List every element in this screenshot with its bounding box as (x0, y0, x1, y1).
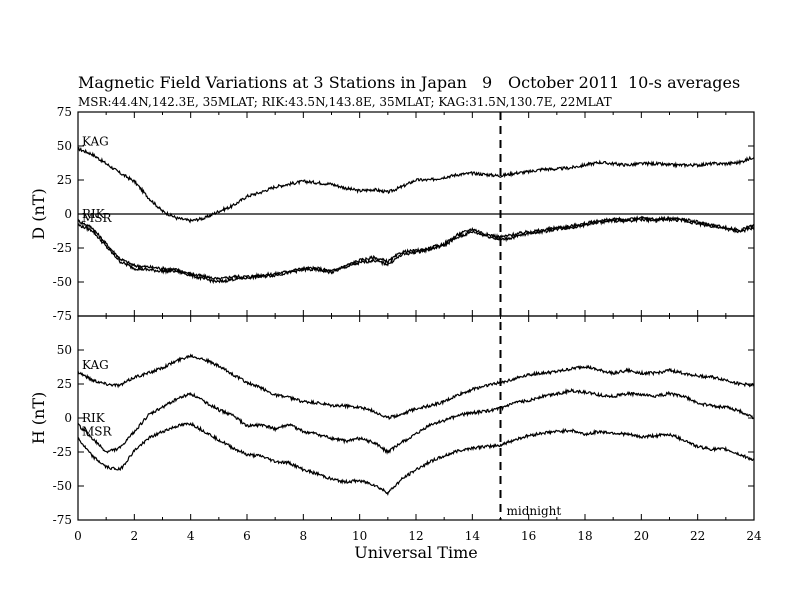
x-axis-label: Universal Time (354, 543, 477, 562)
bottom-series-rik (77, 387, 755, 455)
top-series-label-rik: RIK (82, 207, 106, 221)
bottom-y-tick-label: -50 (53, 479, 72, 493)
top-y-tick-label: -25 (53, 241, 72, 255)
x-tick-label: 16 (521, 529, 536, 543)
x-tick-label: 8 (300, 529, 308, 543)
top-y-tick-label: -75 (53, 309, 72, 323)
top-y-tick-label: 0 (64, 207, 72, 221)
bottom-y-tick-label: -25 (53, 445, 72, 459)
x-tick-label: 2 (131, 529, 139, 543)
x-tick-label: 6 (243, 529, 251, 543)
top-y-tick-label: -50 (53, 275, 72, 289)
bottom-series-label-kag: KAG (82, 358, 109, 372)
top-y-tick-label: 50 (57, 139, 72, 153)
top-series-msr (77, 216, 755, 285)
midnight-label: midnight (507, 504, 562, 518)
top-y-tick-label: 75 (57, 105, 72, 119)
figure-title: Magnetic Field Variations at 3 Stations … (78, 73, 467, 92)
bottom-panel-frame (77, 315, 755, 521)
bottom-y-tick-label: 0 (64, 411, 72, 425)
x-tick-label: 12 (408, 529, 423, 543)
x-tick-label: 22 (690, 529, 705, 543)
top-series-label-kag: KAG (82, 135, 109, 149)
top-y-tick-label: 25 (57, 173, 72, 187)
bottom-series-kag (77, 353, 755, 421)
x-tick-label: 10 (352, 529, 367, 543)
top-series-label-msr: MSR (82, 211, 113, 225)
figure-date-day: 9 (482, 73, 492, 92)
x-tick-label: 20 (634, 529, 649, 543)
bottom-y-tick-label: 50 (57, 343, 72, 357)
bottom-y-tick-label: 25 (57, 377, 72, 391)
figure-date: October 2011 (508, 73, 619, 92)
x-tick-label: 4 (187, 529, 195, 543)
top-series-rik (77, 215, 755, 282)
bottom-series-msr (77, 421, 755, 496)
stations-info: MSR:44.4N,142.3E, 35MLAT; RIK:43.5N,143.… (78, 95, 612, 109)
bottom-y-axis-label: H (nT) (29, 392, 48, 445)
top-y-axis-label: D (nT) (29, 188, 48, 239)
bottom-y-tick-label: -75 (53, 513, 72, 527)
x-tick-label: 18 (577, 529, 592, 543)
x-tick-label: 14 (465, 529, 481, 543)
figure-averaging: 10-s averages (628, 73, 740, 92)
chart-marks: 7550250-25-50-75KAGRIKMSR50250-25-50-750… (53, 105, 762, 543)
bottom-series-label-rik: RIK (82, 411, 106, 425)
x-tick-label: 0 (74, 529, 82, 543)
top-series-kag (77, 146, 755, 224)
bottom-series-label-msr: MSR (82, 424, 113, 438)
x-tick-label: 24 (746, 529, 762, 543)
